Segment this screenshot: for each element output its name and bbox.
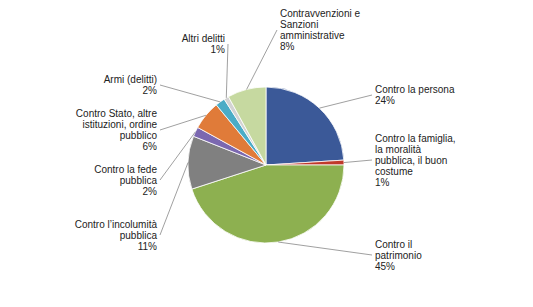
label-line: Contravvenzioni e bbox=[280, 8, 360, 19]
label-line: 1% bbox=[375, 177, 390, 188]
leader-line bbox=[247, 30, 277, 89]
label-line: pubblica bbox=[120, 230, 158, 241]
slice bbox=[266, 87, 344, 165]
label-line: pubblica, il buon bbox=[375, 155, 447, 166]
slice-label: Contro la fedepubblica2% bbox=[94, 164, 157, 197]
leader-line bbox=[160, 115, 206, 130]
leader-line bbox=[160, 163, 188, 235]
label-line: pubblico bbox=[120, 130, 158, 141]
label-line: Contro la persona bbox=[375, 84, 455, 95]
slice bbox=[228, 87, 266, 165]
label-line: 24% bbox=[375, 95, 395, 106]
label-line: Armi (delitti) bbox=[104, 74, 157, 85]
leader-line bbox=[226, 44, 228, 98]
leader-line bbox=[160, 85, 220, 102]
slice-label: Altri delitti1% bbox=[182, 33, 225, 55]
slice-label: Contro Stato, altreistituzioni, ordinepu… bbox=[76, 108, 158, 152]
leader-line bbox=[278, 242, 372, 255]
label-line: amministrative bbox=[280, 30, 345, 41]
slices bbox=[188, 87, 344, 243]
label-line: Contro la fede bbox=[94, 164, 157, 175]
label-line: istituzioni, ordine bbox=[83, 119, 158, 130]
label-line: Contro l’incolumità bbox=[75, 219, 158, 230]
leader-line bbox=[319, 95, 372, 108]
chart: Contro la persona24% Contro la famiglia,l… bbox=[0, 0, 533, 307]
leader-lines bbox=[160, 30, 372, 255]
label-line: 2% bbox=[143, 85, 158, 96]
label-line: 6% bbox=[143, 141, 158, 152]
labels: Contro la persona24% Contro la famiglia,l… bbox=[75, 8, 456, 272]
label-line: la moralità bbox=[375, 144, 422, 155]
slice-label: Armi (delitti)2% bbox=[104, 74, 157, 96]
slice-label: Contravvenzioni eSanzioniamministrative8… bbox=[280, 8, 360, 52]
label-line: 8% bbox=[280, 41, 295, 52]
label-line: Sanzioni bbox=[280, 19, 318, 30]
label-line: Contro il bbox=[375, 239, 412, 250]
slice-label: Contro ilpatrimonio45% bbox=[375, 239, 422, 272]
label-line: 1% bbox=[211, 44, 226, 55]
label-line: Contro la famiglia, bbox=[375, 133, 456, 144]
label-line: 11% bbox=[138, 241, 157, 252]
leader-line bbox=[344, 160, 372, 163]
label-line: Contro Stato, altre bbox=[76, 108, 158, 119]
leader-line bbox=[160, 132, 195, 180]
slice-label: Contro la famiglia,la moralitàpubblica, … bbox=[375, 133, 456, 188]
slice-label: Contro la persona24% bbox=[375, 84, 455, 106]
slice bbox=[266, 160, 344, 165]
label-line: costume bbox=[375, 166, 413, 177]
label-line: 2% bbox=[143, 186, 158, 197]
slice-label: Contro l’incolumitàpubblica11% bbox=[75, 219, 158, 252]
label-line: 45% bbox=[375, 261, 395, 272]
label-line: pubblica bbox=[120, 175, 158, 186]
label-line: patrimonio bbox=[375, 250, 422, 261]
label-line: Altri delitti bbox=[182, 33, 225, 44]
